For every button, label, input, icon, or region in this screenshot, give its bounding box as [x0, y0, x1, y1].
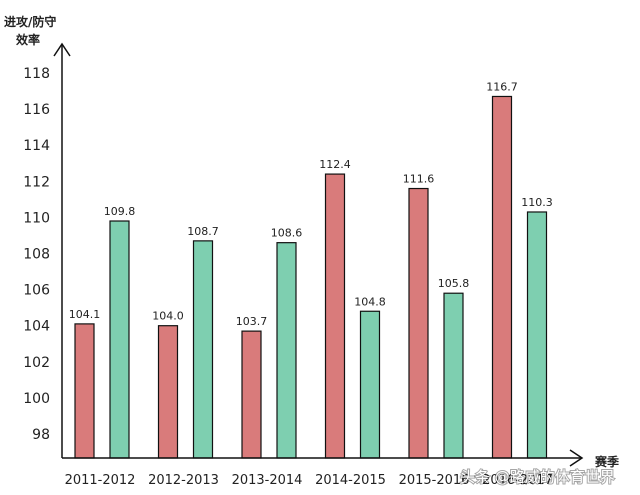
- data-label: 109.8: [104, 205, 136, 218]
- watermark-text: 头条 @路威的体育世界: [460, 468, 615, 486]
- data-label: 116.7: [486, 80, 518, 93]
- data-label: 112.4: [319, 158, 351, 171]
- data-label: 110.3: [521, 196, 553, 209]
- x-axis-arrow: [569, 449, 584, 467]
- y-tick-label: 118: [23, 66, 50, 82]
- bar-series1-2012-2013: [157, 325, 179, 459]
- x-category-label: 2013-2014: [232, 473, 303, 488]
- data-label: 104.1: [69, 308, 101, 321]
- data-label: 104.8: [354, 295, 386, 308]
- y-tick-label: 104: [23, 319, 50, 335]
- bar-series1-2014-2015: [324, 173, 346, 459]
- x-category-label: 2015-2016: [399, 473, 470, 488]
- x-category-label: 2012-2013: [148, 473, 219, 488]
- data-label: 108.6: [271, 227, 303, 240]
- data-label: 108.7: [187, 225, 219, 238]
- y-tick-label: 114: [23, 138, 50, 154]
- data-label: 111.6: [403, 173, 435, 186]
- y-tick-label: 106: [23, 283, 50, 299]
- y-axis-title-line1: 进攻/防守: [4, 14, 56, 29]
- bar-series1-2011-2012: [74, 323, 95, 459]
- y-tick-labels: 98 100 102 104 106 108 110 112 114 116 118: [23, 66, 50, 443]
- y-tick-label: 112: [23, 174, 50, 190]
- bar-series2-2011-2012: [109, 220, 130, 459]
- data-label: 104.0: [152, 310, 184, 323]
- x-category-label: 2014-2015: [315, 473, 386, 488]
- y-tick-label: 116: [23, 102, 50, 118]
- y-axis-arrow: [53, 42, 71, 57]
- data-labels-group: 104.1 109.8 104.0 108.7 103.7 108.6 112.4 104.8…: [69, 80, 553, 328]
- bar-series2-2013-2014: [276, 242, 297, 459]
- y-tick-label: 100: [23, 391, 50, 407]
- bar-series2-2014-2015: [359, 310, 381, 459]
- y-tick-label: 108: [23, 247, 50, 263]
- x-category-labels: 2011-2012 2012-2013 2013-2014 2014-2015 2015…: [65, 473, 553, 488]
- y-tick-label: 98: [32, 427, 50, 443]
- bar-series1-2013-2014: [241, 330, 262, 459]
- y-tick-label: 110: [23, 210, 50, 226]
- x-category-label: 2016-2017: [482, 473, 553, 488]
- x-category-label: 2011-2012: [65, 473, 136, 488]
- bar-series1-2016-2017: [491, 95, 513, 459]
- bar-series2-2015-2016: [443, 292, 464, 459]
- y-axis-title-line2: 效率: [16, 32, 40, 47]
- bar-series2-2016-2017: [526, 211, 548, 459]
- y-tick-label: 102: [23, 355, 50, 371]
- bars-group: [74, 95, 548, 459]
- data-label: 105.8: [438, 277, 470, 290]
- bar-series2-2012-2013: [192, 240, 214, 459]
- data-label: 103.7: [236, 315, 268, 328]
- bar-series1-2015-2016: [408, 187, 429, 459]
- x-axis-title: 赛季: [594, 454, 620, 469]
